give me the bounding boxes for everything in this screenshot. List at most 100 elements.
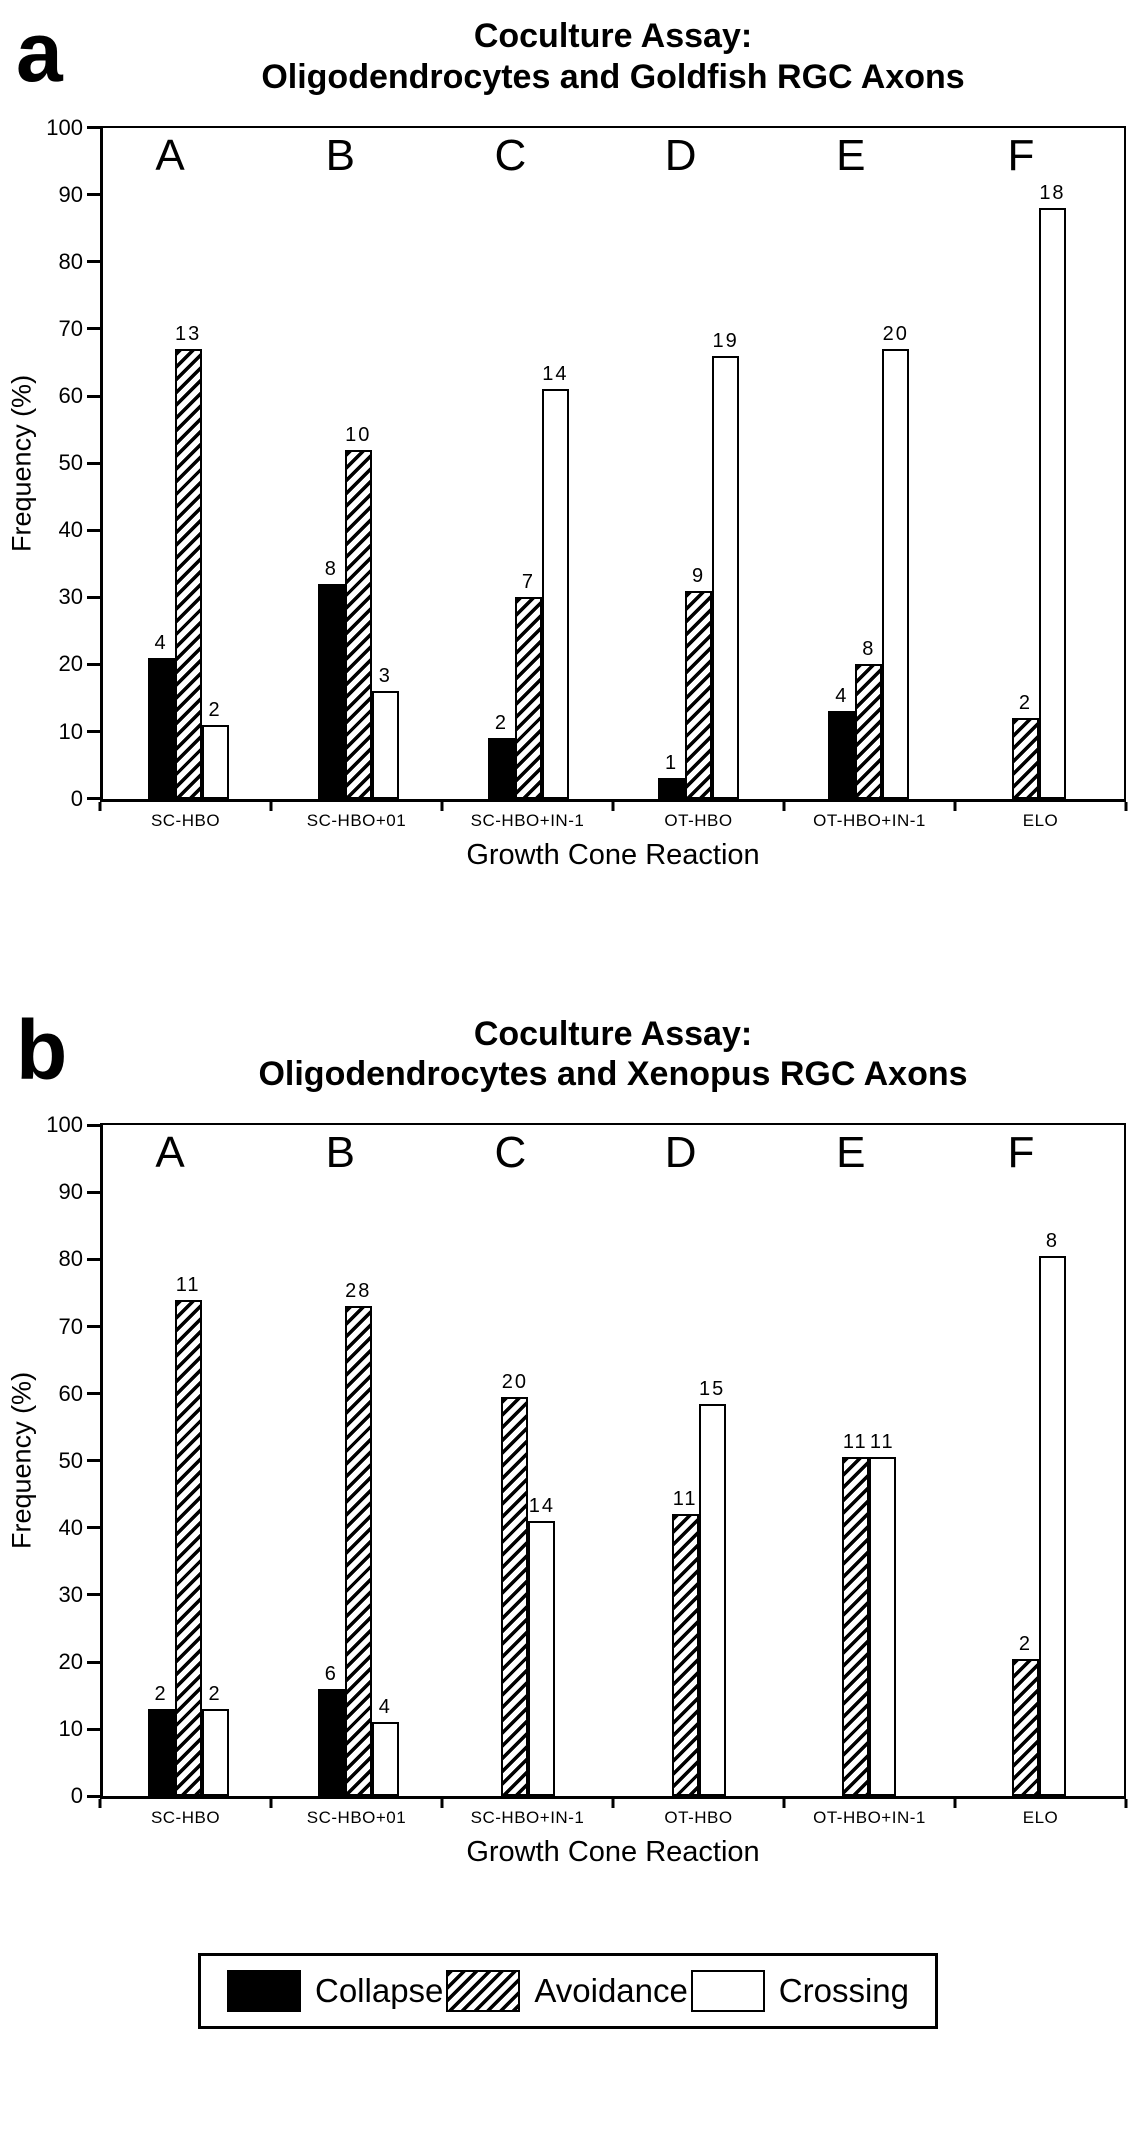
bar-slot: 18 [1038, 128, 1066, 799]
x-tick-label: ELO [1022, 810, 1059, 830]
legend-label-collapse: Collapse [315, 1972, 444, 2010]
y-tick-label: 60 [58, 1380, 83, 1406]
bar-collapse [147, 1708, 175, 1797]
y-tick: 50 [45, 450, 100, 476]
y-axis-title: Frequency (%) [6, 374, 37, 552]
x-axis-ticks [98, 801, 1128, 811]
y-tick: 50 [45, 1448, 100, 1474]
bar-avoidance [1011, 718, 1039, 799]
bar-avoidance [174, 349, 202, 799]
x-axis-title: Growth Cone Reaction [466, 838, 760, 871]
bar-count-label: 11 [672, 1488, 698, 1511]
bar-collapse [658, 778, 686, 799]
y-axis: 0 10 20 30 40 50 60 70 80 90 100 [44, 1112, 100, 1808]
x-tick-mark [953, 1799, 957, 1809]
y-tick-label: 50 [58, 450, 83, 476]
bar-count-label: 11 [869, 1431, 895, 1454]
bar-count-label: 13 [174, 323, 202, 346]
y-tick-label: 60 [58, 383, 83, 408]
figure-panel-a: a Coculture Assay: Oligodendrocytes and G… [0, 10, 1136, 872]
y-tick: 90 [45, 1179, 100, 1205]
y-tick-mark [87, 1392, 100, 1396]
bar-slot: 6 [317, 1125, 345, 1797]
y-tick: 30 [45, 1582, 100, 1608]
bar-collapse [487, 738, 515, 799]
legend-item-avoidance: Avoidance [446, 1970, 688, 2013]
x-tick-mark [1124, 1799, 1128, 1809]
y-tick-label: 90 [58, 1179, 83, 1205]
bar-count-label: 11 [175, 1273, 201, 1296]
y-tick-mark [87, 797, 100, 801]
group-letter: F [1007, 1128, 1035, 1178]
y-tick: 60 [45, 383, 100, 409]
x-tick-label: SC-HBO+IN-1 [470, 810, 585, 830]
y-tick: 80 [45, 1246, 100, 1272]
chart-title-a: Coculture Assay: Oligodendrocytes and Gol… [0, 16, 1136, 98]
group-letter: B [325, 1128, 355, 1178]
group-letter: B [325, 130, 355, 180]
bar-count-label: 3 [378, 665, 392, 688]
bar-avoidance [841, 1457, 869, 1797]
avoidance-swatch-icon [446, 1970, 521, 2013]
bar-cluster: 4 13 2 [103, 128, 273, 799]
bar-slot: 28 [344, 1125, 372, 1797]
y-tick-label: 0 [70, 785, 83, 811]
y-tick-label: 10 [58, 1716, 83, 1742]
bar-slot: 11 [841, 1125, 869, 1797]
y-tick-label: 90 [58, 181, 83, 207]
chart-title-line2: Oligodendrocytes and Xenopus RGC Axons [258, 1055, 968, 1094]
y-axis: 0 10 20 30 40 50 60 70 80 90 100 [44, 115, 100, 811]
x-tick-mark [782, 801, 786, 811]
y-tick-label: 10 [58, 718, 83, 744]
y-tick: 100 [45, 1112, 100, 1138]
y-tick: 90 [45, 182, 100, 208]
bar-count-label: 8 [1045, 1230, 1059, 1253]
bar-slot: 4 [147, 128, 175, 799]
x-tick-mark [611, 1799, 615, 1809]
bar-group: D 1 9 19 [614, 128, 784, 799]
bar-group: A 2 11 2 [103, 1125, 273, 1797]
bar-cluster: 1 9 19 [614, 128, 784, 799]
bar-count-label: 14 [528, 1495, 556, 1518]
bar-crossing [541, 389, 569, 799]
chart-title-line2: Oligodendrocytes and Goldfish RGC Axons [261, 57, 965, 96]
y-axis-title: Frequency (%) [6, 1372, 37, 1550]
y-tick-mark [87, 1257, 100, 1261]
x-tick-mark [953, 801, 957, 811]
x-tick-label: OT-HBO+IN-1 [813, 810, 926, 830]
y-tick-mark [87, 1727, 100, 1731]
bar-count-label: 7 [521, 571, 535, 594]
bar-slot: 1 [658, 128, 686, 799]
y-tick-mark [87, 126, 100, 130]
bar-avoidance [344, 1306, 372, 1797]
y-tick-label: 0 [70, 1783, 83, 1809]
bar-slot: 11 [174, 1125, 202, 1797]
crossing-swatch-icon [690, 1970, 765, 2013]
y-tick: 70 [45, 1314, 100, 1340]
figure-panel-b: b Coculture Assay: Oligodendrocytes and X… [0, 1008, 1136, 1870]
bar-cluster: 11 15 [614, 1125, 784, 1797]
bar-avoidance [855, 664, 883, 799]
bar-avoidance [501, 1396, 529, 1797]
y-tick: 60 [45, 1381, 100, 1407]
y-tick-mark [87, 193, 100, 197]
bar-slot: 2 [1011, 128, 1039, 799]
bar-count-label: 11 [842, 1431, 868, 1454]
bar-avoidance [1011, 1658, 1039, 1797]
x-tick-label: SC-HBO [150, 1808, 221, 1828]
bar-avoidance [174, 1299, 202, 1797]
chart-title-line1: Coculture Assay: [473, 17, 753, 55]
bar-count-label: 2 [1018, 1632, 1032, 1655]
y-tick: 40 [45, 1515, 100, 1541]
bar-group: E 11 11 [784, 1125, 954, 1797]
plot-area: A 2 11 2 B 6 28 4 C 20 14 D 11 15 E 11 11 F 2 8 [100, 1123, 1126, 1800]
y-tick: 10 [45, 1716, 100, 1742]
bar-slot: 20 [501, 1125, 529, 1797]
panel-letter-a: a [16, 5, 63, 99]
bar-group: C 20 14 [443, 1125, 613, 1797]
bar-crossing [868, 1457, 896, 1797]
collapse-swatch-icon [227, 1970, 301, 2013]
bar-slot: 13 [174, 128, 202, 799]
x-tick-mark [98, 1799, 102, 1809]
y-tick-mark [87, 394, 100, 398]
